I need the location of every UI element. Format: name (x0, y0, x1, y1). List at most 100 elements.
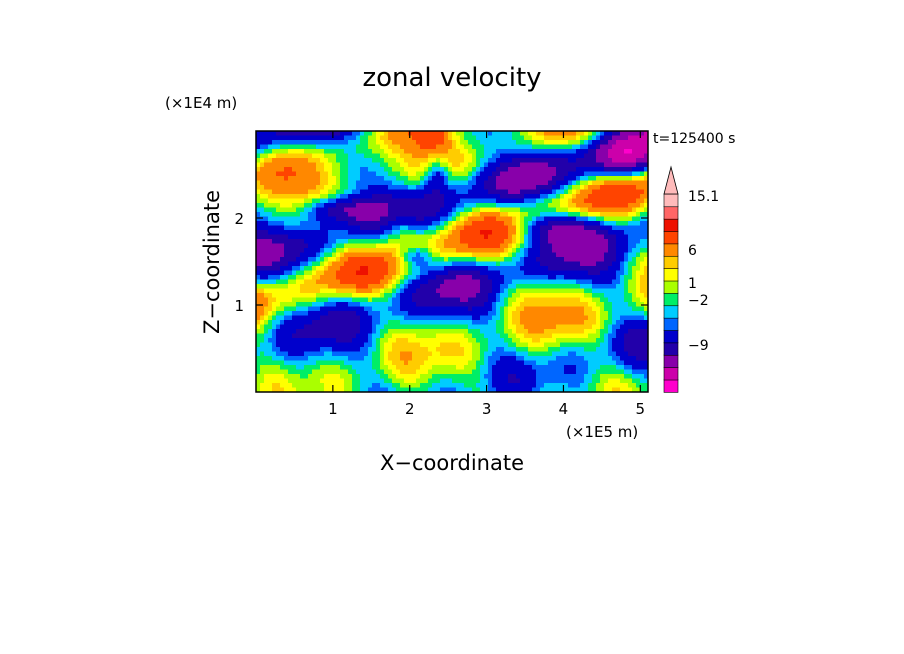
field-cell (492, 203, 497, 209)
field-cell (256, 225, 261, 231)
field-cell (528, 149, 533, 155)
field-cell (552, 315, 557, 321)
field-cell (312, 239, 317, 245)
field-cell (448, 225, 453, 231)
field-cell (436, 203, 441, 209)
field-cell (420, 212, 425, 218)
field-cell (420, 342, 425, 348)
field-cell (468, 131, 473, 137)
field-cell (624, 212, 629, 218)
field-cell (536, 338, 541, 344)
field-cell (508, 162, 513, 168)
field-cell (496, 284, 501, 290)
field-cell (504, 270, 509, 276)
field-cell (512, 140, 517, 146)
field-cell (588, 230, 593, 236)
field-cell (368, 144, 373, 150)
field-cell (424, 167, 429, 173)
field-cell (576, 207, 581, 213)
field-cell (468, 342, 473, 348)
field-cell (620, 293, 625, 299)
field-cell (620, 315, 625, 321)
field-cell (304, 194, 309, 200)
field-cell (488, 131, 493, 137)
field-cell (296, 342, 301, 348)
field-cell (560, 351, 565, 357)
field-cell (296, 135, 301, 141)
field-cell (408, 171, 413, 177)
field-cell (448, 252, 453, 258)
field-cell (640, 248, 645, 254)
field-cell (264, 230, 269, 236)
field-cell (560, 189, 565, 195)
field-cell (460, 320, 465, 326)
field-cell (312, 203, 317, 209)
field-cell (440, 293, 445, 299)
field-cell (396, 284, 401, 290)
field-cell (468, 266, 473, 272)
field-cell (408, 270, 413, 276)
field-cell (428, 311, 433, 317)
field-cell (360, 198, 365, 204)
field-cell (348, 333, 353, 339)
field-cell (360, 338, 365, 344)
field-cell (536, 261, 541, 267)
field-cell (400, 248, 405, 254)
field-cell (608, 167, 613, 173)
field-cell (528, 225, 533, 231)
field-cell (492, 131, 497, 137)
field-cell (480, 225, 485, 231)
field-cell (364, 149, 369, 155)
field-cell (272, 333, 277, 339)
field-cell (600, 279, 605, 285)
field-cell (336, 284, 341, 290)
field-cell (572, 144, 577, 150)
field-cell (332, 140, 337, 146)
field-cell (256, 198, 261, 204)
field-cell (588, 275, 593, 281)
field-cell (300, 153, 305, 159)
field-cell (280, 207, 285, 213)
field-cell (416, 203, 421, 209)
field-cell (388, 257, 393, 263)
field-cell (596, 203, 601, 209)
field-cell (300, 342, 305, 348)
field-cell (336, 198, 341, 204)
field-cell (376, 315, 381, 321)
field-cell (608, 239, 613, 245)
field-cell (372, 171, 377, 177)
field-cell (588, 176, 593, 182)
field-cell (612, 176, 617, 182)
field-cell (520, 212, 525, 218)
field-cell (624, 144, 629, 150)
field-cell (320, 189, 325, 195)
field-cell (608, 347, 613, 353)
field-cell (432, 162, 437, 168)
field-cell (368, 266, 373, 272)
field-cell (276, 293, 281, 299)
field-cell (268, 297, 273, 303)
field-cell (528, 333, 533, 339)
field-cell (376, 171, 381, 177)
field-cell (564, 266, 569, 272)
field-cell (644, 306, 648, 312)
field-cell (276, 315, 281, 321)
field-cell (580, 261, 585, 267)
field-cell (616, 194, 621, 200)
field-cell (636, 239, 641, 245)
field-cell (412, 257, 417, 263)
field-cell (560, 356, 565, 362)
field-cell (580, 351, 585, 357)
field-cell (612, 131, 617, 137)
field-cell (452, 153, 457, 159)
field-cell (340, 230, 345, 236)
field-cell (464, 135, 469, 141)
field-cell (516, 189, 521, 195)
field-cell (312, 167, 317, 173)
field-cell (524, 297, 529, 303)
field-cell (448, 221, 453, 227)
field-cell (560, 297, 565, 303)
field-cell (444, 324, 449, 330)
field-cell (272, 153, 277, 159)
field-cell (464, 320, 469, 326)
